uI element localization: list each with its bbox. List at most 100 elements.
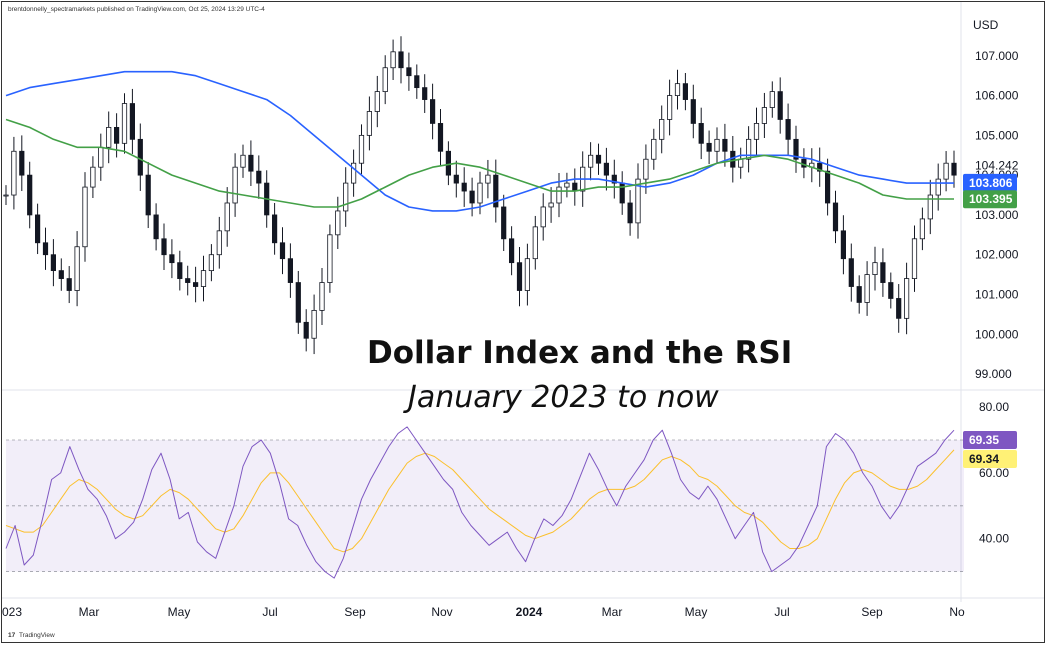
rsi-value-tag-text: 69.35	[969, 433, 999, 447]
candle-body	[319, 282, 325, 311]
candle-body	[690, 99, 696, 124]
candle-body	[919, 218, 926, 240]
candle	[82, 172, 88, 262]
tradingview-footer: 17 TradingView	[8, 632, 55, 639]
price-pane[interactable]	[3, 36, 957, 355]
candle-body	[311, 309, 317, 339]
candle-body	[58, 270, 64, 279]
candle-body	[185, 278, 191, 283]
candle-body	[145, 174, 151, 216]
candle	[177, 250, 183, 291]
candle	[508, 226, 515, 276]
candle	[208, 244, 214, 282]
currency-label: USD	[973, 18, 999, 32]
candle	[58, 258, 64, 291]
chart-subtitle: January 2023 to now	[408, 380, 719, 415]
candle-body	[564, 182, 570, 188]
candle	[572, 168, 578, 206]
green-ma-tag-bg	[963, 190, 1017, 209]
candle	[74, 231, 80, 307]
candle	[327, 224, 333, 293]
candle-body	[825, 170, 831, 204]
candle-body	[98, 146, 104, 168]
candle	[627, 190, 633, 236]
candle	[303, 309, 309, 352]
candle-body	[651, 138, 657, 160]
candle	[374, 75, 380, 128]
candle-body	[493, 174, 499, 208]
candle-body	[943, 162, 949, 180]
candle	[674, 69, 681, 110]
candle-body	[271, 214, 278, 244]
candle	[429, 83, 436, 140]
candle	[864, 261, 870, 316]
candle-body	[769, 91, 775, 108]
candle	[817, 147, 823, 187]
price-tick-label: 101.000	[975, 287, 1019, 301]
candle	[619, 171, 625, 215]
candle	[919, 207, 926, 251]
candle-body	[11, 150, 17, 196]
candle-body	[177, 262, 183, 279]
candle-body	[366, 111, 373, 136]
candle-body	[935, 178, 941, 196]
candle-body	[880, 262, 886, 283]
candle	[911, 225, 918, 292]
candle-body	[137, 138, 143, 176]
rsi-pane[interactable]	[5, 426, 964, 579]
price-tick-label: 102.000	[975, 248, 1019, 262]
candle	[422, 74, 428, 113]
candle-body	[414, 75, 420, 89]
time-axis[interactable]: 023 Mar May Jul Sep Nov 2024 Mar May Jul Sep No	[2, 605, 965, 619]
candle-body	[74, 246, 80, 291]
candle-body	[224, 202, 230, 232]
candle-body	[240, 154, 246, 168]
candle	[153, 203, 159, 251]
candle	[635, 163, 641, 239]
candle	[603, 147, 610, 191]
candle-body	[872, 262, 878, 275]
candle-body	[256, 170, 262, 184]
candle-body	[540, 206, 546, 228]
candle-body	[635, 178, 641, 224]
candle	[548, 187, 554, 223]
candle	[659, 105, 665, 154]
candle-body	[232, 166, 238, 204]
candle-body	[90, 166, 96, 188]
candle	[161, 223, 167, 271]
candle	[943, 151, 949, 192]
candle	[540, 193, 546, 241]
candle	[50, 239, 57, 287]
candle-body	[153, 214, 159, 240]
candle-body	[406, 67, 412, 77]
candle-body	[161, 238, 167, 256]
candle-body	[753, 123, 760, 140]
candle	[200, 255, 207, 302]
candle	[556, 172, 562, 218]
candle-body	[840, 230, 847, 260]
time-tick-label: Jul	[262, 605, 277, 619]
candle	[753, 107, 760, 156]
candle-body	[169, 254, 175, 264]
candle-body	[295, 282, 301, 323]
candle-body	[611, 174, 617, 184]
candle	[35, 203, 41, 255]
candle-body	[548, 202, 554, 208]
candle-body	[461, 182, 467, 192]
candle	[722, 123, 728, 167]
candle-body	[572, 182, 578, 192]
candle-body	[516, 262, 523, 291]
candle	[698, 107, 704, 160]
candle-body	[911, 238, 918, 279]
blue-ma-tag-text: 103.806	[969, 176, 1013, 190]
candle	[66, 266, 72, 304]
candle-body	[698, 123, 704, 144]
candle-body	[327, 234, 333, 283]
candle-body	[437, 123, 444, 152]
candle	[651, 128, 657, 170]
candle-body	[121, 103, 128, 144]
candle-body	[501, 206, 507, 240]
candle	[501, 194, 507, 251]
candle	[137, 123, 143, 191]
